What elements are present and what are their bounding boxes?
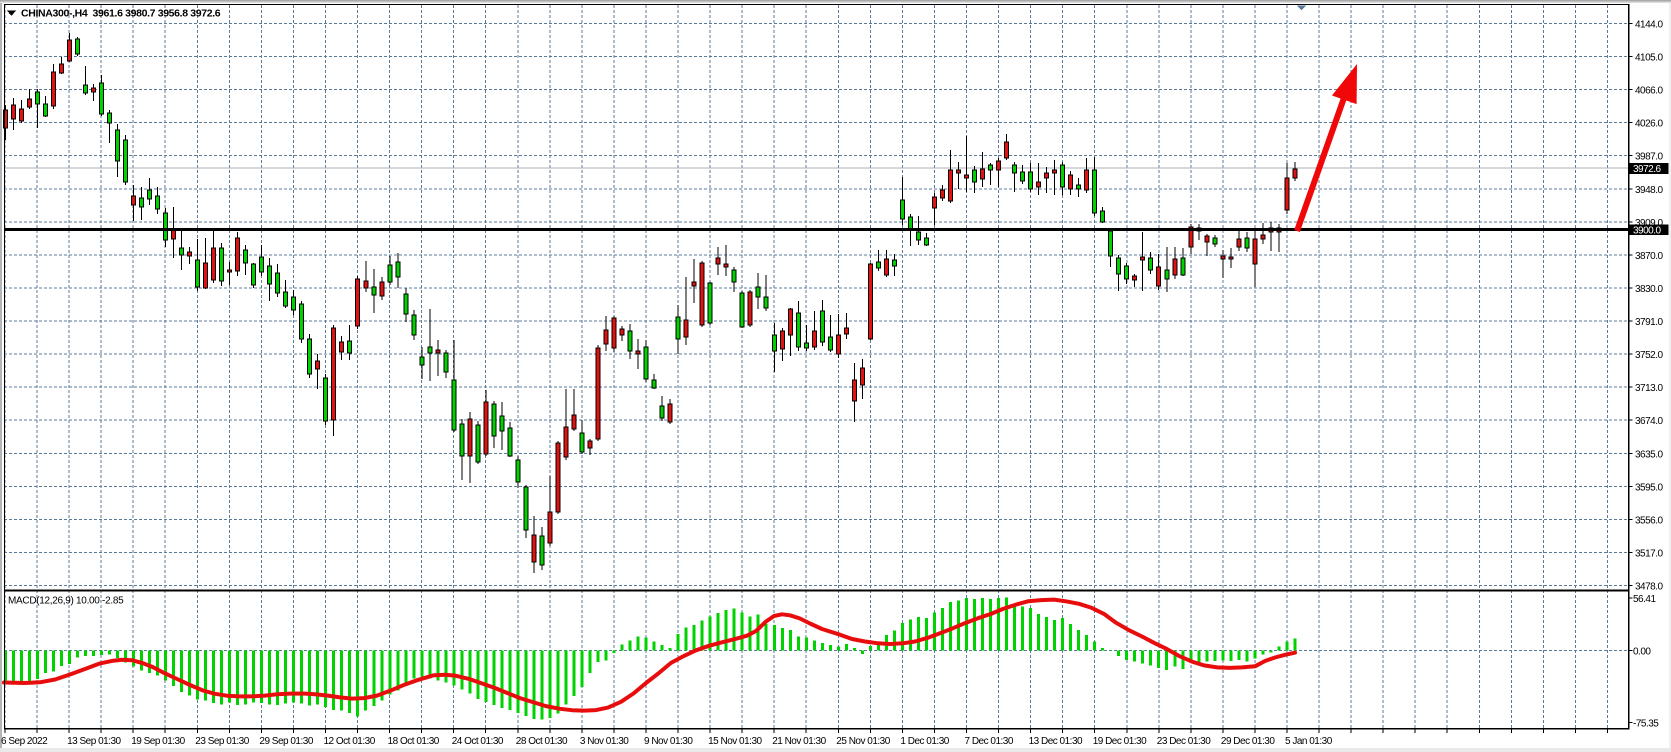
svg-text:3870.0: 3870.0 <box>1635 251 1664 262</box>
svg-text:1 Dec 01:30: 1 Dec 01:30 <box>900 736 949 747</box>
svg-text:28 Oct 01:30: 28 Oct 01:30 <box>516 736 568 747</box>
svg-text:12 Oct 01:30: 12 Oct 01:30 <box>324 736 376 747</box>
svg-text:19 Sep 01:30: 19 Sep 01:30 <box>131 736 185 747</box>
svg-text:29 Dec 01:30: 29 Dec 01:30 <box>1221 736 1275 747</box>
svg-text:0.00: 0.00 <box>1633 646 1651 657</box>
svg-text:3972.6: 3972.6 <box>1633 164 1662 175</box>
svg-text:24 Oct 01:30: 24 Oct 01:30 <box>452 736 504 747</box>
svg-text:3674.0: 3674.0 <box>1635 416 1664 427</box>
svg-text:-75.35: -75.35 <box>1633 719 1659 730</box>
svg-text:5 Jan 01:30: 5 Jan 01:30 <box>1285 736 1333 747</box>
svg-text:9 Nov 01:30: 9 Nov 01:30 <box>644 736 693 747</box>
svg-text:3713.0: 3713.0 <box>1635 383 1664 394</box>
svg-text:3909.0: 3909.0 <box>1635 218 1664 229</box>
svg-text:13 Sep 01:30: 13 Sep 01:30 <box>67 736 121 747</box>
svg-text:3830.0: 3830.0 <box>1635 284 1664 295</box>
svg-text:13 Dec 01:30: 13 Dec 01:30 <box>1029 736 1083 747</box>
svg-text:MACD(12,26,9) 10.00 -2.85: MACD(12,26,9) 10.00 -2.85 <box>8 596 124 607</box>
svg-text:4144.0: 4144.0 <box>1635 20 1664 31</box>
svg-text:19 Dec 01:30: 19 Dec 01:30 <box>1093 736 1147 747</box>
svg-text:7 Dec 01:30: 7 Dec 01:30 <box>965 736 1014 747</box>
svg-text:6 Sep 2022: 6 Sep 2022 <box>1 736 48 747</box>
svg-text:56.41: 56.41 <box>1633 594 1656 605</box>
svg-text:23 Sep 01:30: 23 Sep 01:30 <box>195 736 249 747</box>
svg-text:21 Nov 01:30: 21 Nov 01:30 <box>772 736 826 747</box>
svg-text:23 Dec 01:30: 23 Dec 01:30 <box>1157 736 1211 747</box>
svg-text:3948.0: 3948.0 <box>1635 185 1664 196</box>
svg-text:25 Nov 01:30: 25 Nov 01:30 <box>836 736 890 747</box>
svg-text:3900.0: 3900.0 <box>1633 226 1662 237</box>
svg-text:3595.0: 3595.0 <box>1635 482 1664 493</box>
svg-text:3556.0: 3556.0 <box>1635 515 1664 526</box>
svg-text:CHINA300-,H4 3961.6 3980.7 39: CHINA300-,H4 3961.6 3980.7 3956.8 3972.6 <box>21 8 221 20</box>
svg-text:4066.0: 4066.0 <box>1635 86 1664 97</box>
svg-text:3635.0: 3635.0 <box>1635 449 1664 460</box>
svg-text:18 Oct 01:30: 18 Oct 01:30 <box>388 736 440 747</box>
svg-text:4105.0: 4105.0 <box>1635 53 1664 64</box>
svg-text:3987.0: 3987.0 <box>1635 152 1664 163</box>
svg-text:3752.0: 3752.0 <box>1635 350 1664 361</box>
svg-text:29 Sep 01:30: 29 Sep 01:30 <box>259 736 313 747</box>
svg-text:15 Nov 01:30: 15 Nov 01:30 <box>708 736 762 747</box>
svg-text:3791.0: 3791.0 <box>1635 317 1664 328</box>
svg-text:4026.0: 4026.0 <box>1635 119 1664 130</box>
svg-text:3517.0: 3517.0 <box>1635 549 1664 560</box>
svg-text:3478.0: 3478.0 <box>1635 582 1664 593</box>
svg-text:3 Nov 01:30: 3 Nov 01:30 <box>580 736 629 747</box>
